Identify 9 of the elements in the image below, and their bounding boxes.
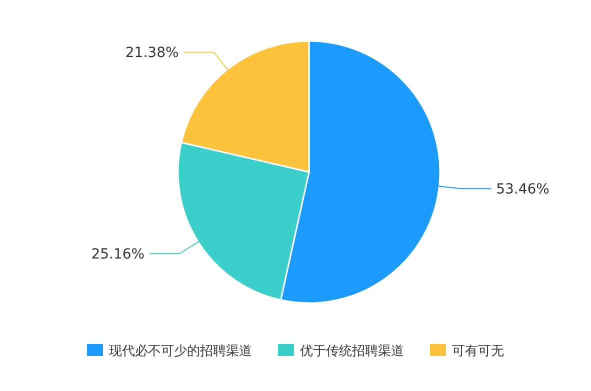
data-label: 53.46% <box>496 182 550 198</box>
pie-slice <box>177 142 310 301</box>
legend-label: 可有可无 <box>452 344 504 359</box>
pie-slice <box>180 40 310 173</box>
legend-label: 优于传统招聘渠道 <box>300 344 404 359</box>
data-label: 21.38% <box>125 45 179 62</box>
legend-label: 现代必不可少的招聘渠道 <box>109 344 252 359</box>
pie-slice <box>280 40 441 304</box>
data-label: 25.16% <box>91 246 145 263</box>
